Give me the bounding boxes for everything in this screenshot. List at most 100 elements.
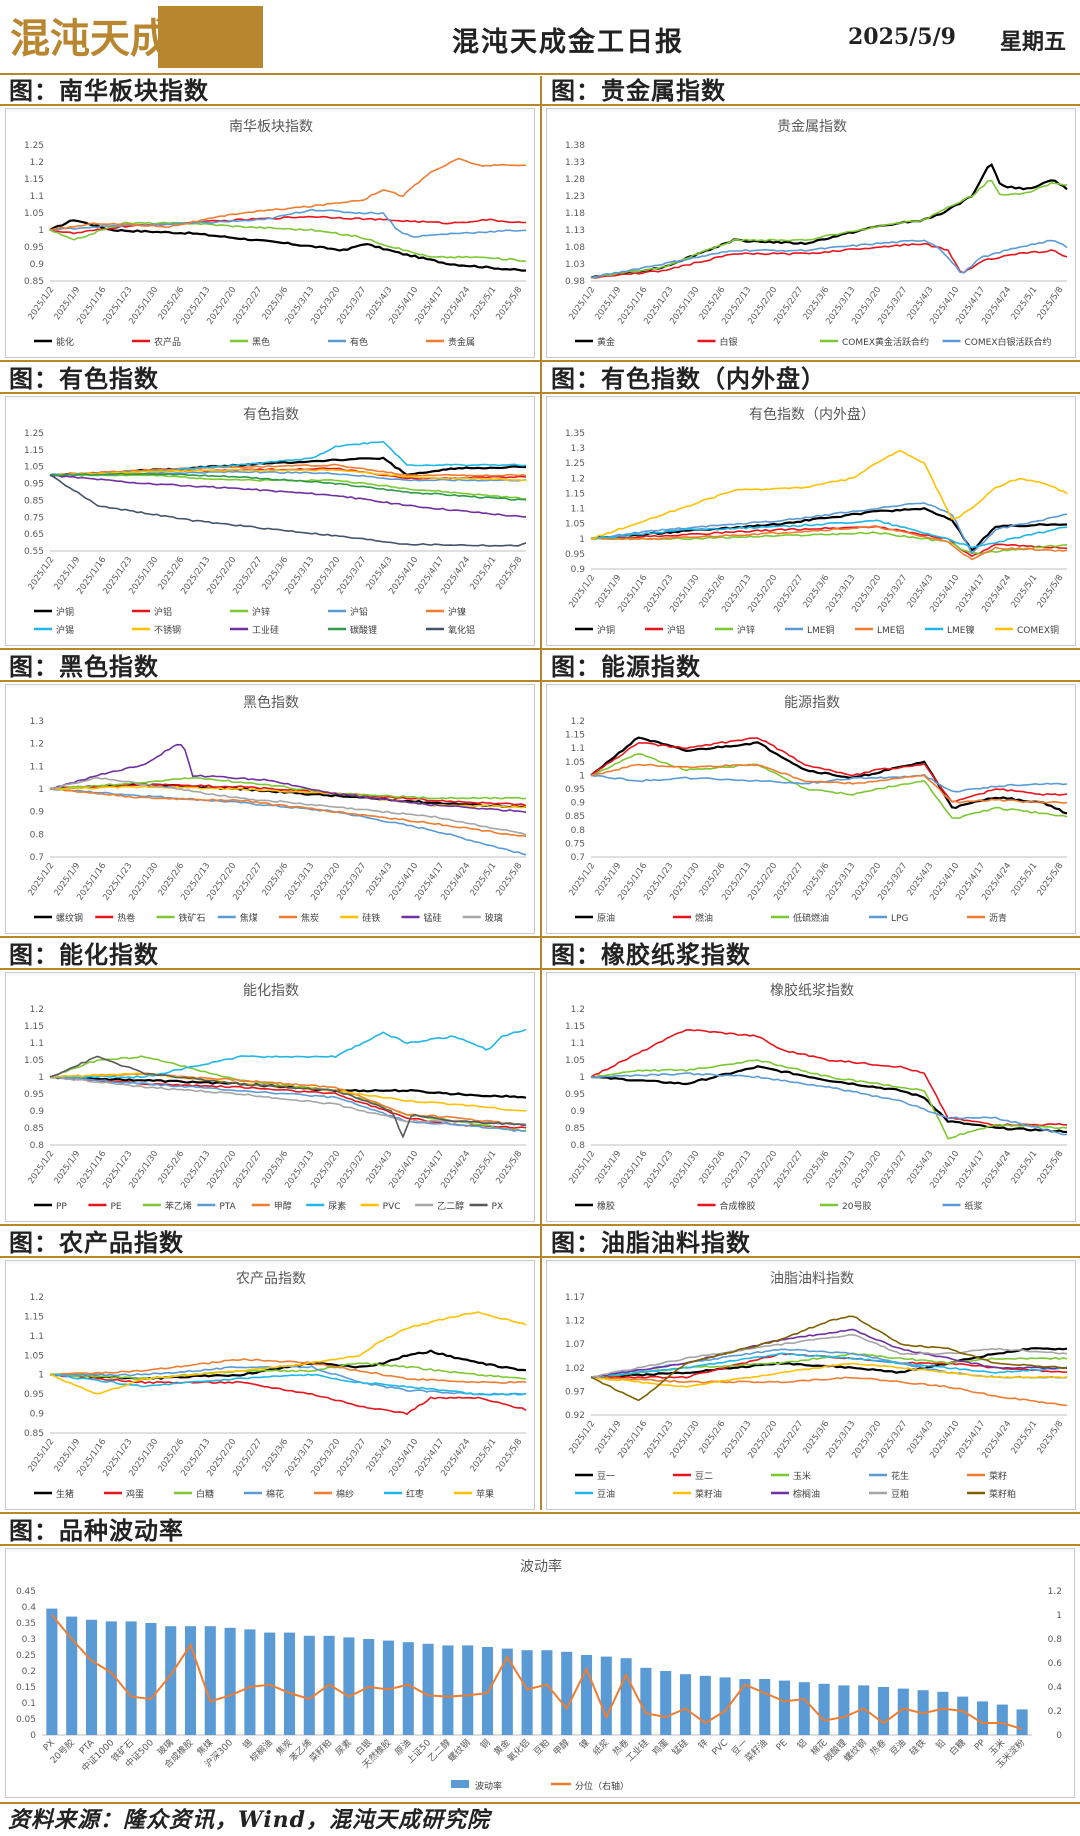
bar-黄金 [501,1648,513,1735]
category-label: PX [42,1738,57,1753]
category-label: PP [973,1738,988,1753]
bar-PVC [719,1677,731,1735]
bar-锰硅 [679,1674,692,1735]
legend-label: COMEX白银活跃合约 [965,336,1052,348]
chart-panel-precious: 贵金属指数 0.98 1.03 1.08 1.13 1.18 1.23 1.28 1.33 1.3… [546,108,1076,358]
y-tick-label: 0.95 [24,1390,44,1400]
y2-tick-label: 0 [1056,1731,1062,1741]
series-line-焦炭 [49,788,527,838]
bar-甲醇 [561,1651,573,1735]
chart-title: 能化指数 [243,983,299,999]
y-tick-label: 0.95 [565,1090,585,1100]
legend-label: 工业硅 [252,624,279,636]
y-tick-label: 0.9 [571,1107,586,1117]
legend-label: 玻璃 [485,912,503,924]
series-line-纸浆 [590,1072,1068,1136]
legend-label: 豆一 [597,1471,615,1482]
bar-沪深300 [224,1627,236,1735]
x-tick-label: 2025/5/8 [1035,285,1065,322]
series-line-菜籽油 [591,1362,1068,1388]
y-tick-label: 1.2 [571,1005,585,1015]
y-tick-label: 1.05 [24,1056,44,1066]
bar-中证500 [145,1623,157,1735]
y-tick-label: 1.1 [571,505,585,515]
chart-title: 农产品指数 [236,1271,306,1287]
y-tick-label: 0.7 [30,853,44,863]
category-label: 尿素 [333,1737,354,1758]
y-tick-label: 0.55 [24,547,44,557]
bar-玉米 [996,1704,1008,1735]
y-tick-label: 0.15 [16,1683,36,1693]
y-tick-label: 0 [30,1731,36,1741]
series-line-合成橡胶 [590,1028,1068,1127]
legend-label: 螺纹钢 [56,912,83,924]
x-tick-label: 2025/5/8 [494,1437,524,1474]
y2-tick-label: 0.6 [1048,1659,1063,1669]
bar-锌 [699,1675,711,1735]
y-tick-label: 0.85 [24,496,44,506]
legend-label: 菜籽粕 [989,1488,1016,1500]
y-tick-label: 0.65 [24,530,44,540]
section-title-nonferrous-domestic-foreign: 图：有色指数（内外盘） [542,364,1080,394]
bar-豆粕 [541,1650,553,1735]
y-tick-label: 0.3 [22,1635,36,1645]
chart-volatility: 波动率 0 0.05 0.1 0.15 0.2 0.25 0.3 0.35 0.4 0.45 0 0.2… [16,1558,1063,1792]
x-tick-label: 2025/5/8 [494,861,524,898]
x-tick-label: 2025/5/8 [1035,861,1065,898]
chart-panel-nonferrous-intl: 有色指数（内外盘） 0.9 0.95 1 1.05 1.1 1.15 1.2 1.25 1.3 1.… [546,396,1076,646]
chart-title: 有色指数 [243,406,299,423]
y-tick-label: 0.9 [30,808,45,818]
y-tick-label: 1.2 [571,717,585,727]
chart-nonferrous-intl-index: 有色指数（内外盘） 0.9 0.95 1 1.05 1.1 1.15 1.2 1.25 1.3 1.… [565,406,1068,636]
y-tick-label: 1.02 [565,1364,585,1374]
y-tick-label: 1.1 [30,192,44,202]
y-tick-label: 1 [38,226,44,236]
y-tick-label: 0.1 [22,1699,36,1709]
y-tick-label: 0.9 [571,799,586,809]
y-tick-label: 0.9 [30,1410,45,1420]
legend-label: 锰硅 [424,912,442,924]
series-line-沥青 [590,763,1068,804]
chart-rubber-pulp-index: 橡胶纸浆指数 0.8 0.85 0.9 0.95 1 1.05 1.1 1.15 1.2 2025/… [565,982,1068,1212]
bar-豆一 [739,1679,751,1735]
bar-中证1000 [105,1621,117,1735]
y-tick-label: 1.05 [24,463,44,473]
series-line-LPG [590,773,1068,793]
legend-label: COMEX黄金活跃合约 [842,336,929,348]
series-line-PP [50,1075,527,1099]
bar-苯乙烯 [303,1635,315,1735]
legend-label: 苹果 [476,1488,494,1500]
legend-label: 菜籽油 [695,1488,722,1500]
series-line-沪镍 [49,463,527,477]
y-tick-label: 0.95 [24,480,44,490]
y-tick-label: 1.2 [30,158,44,168]
chart-nanhua-index: 南华板块指数 0.85 0.9 0.95 1 1.05 1.1 1.15 1.2 1.25 2025… [24,119,527,348]
y-tick-label: 0.9 [571,565,586,575]
bar-原油 [402,1642,414,1735]
legend-label: 有色 [350,336,368,348]
category-label: PVC [711,1738,731,1758]
bar-PP [976,1701,989,1735]
chart-panel-agri: 农产品指数 0.85 0.9 0.95 1 1.05 1.1 1.15 1.2 2025/1/2 2… [5,1260,535,1510]
x-tick-label: 2025/5/8 [1035,1419,1065,1456]
y2-tick-label: 1.2 [1048,1587,1062,1597]
bar-棉花 [818,1683,830,1735]
legend-label: 氧化铝 [448,624,475,636]
y-tick-label: 0.8 [571,1141,586,1151]
x-tick-label: 2025/5/8 [1035,573,1065,610]
y-tick-label: 0.8 [30,830,45,840]
series-line-豆粕 [590,1334,1068,1378]
y-tick-label: 0.97 [565,1387,585,1397]
series-line-LME铝 [590,525,1068,561]
series-line-不锈钢 [49,468,527,482]
legend-label: 沪铜 [56,606,74,618]
bar-锡 [244,1629,256,1735]
series-line-沪铝 [590,525,1068,558]
category-label: 硅铁 [907,1737,928,1758]
x-tick-label: 2025/5/8 [494,1149,524,1186]
bar-豆油 [897,1688,909,1735]
series-line-燃油 [590,737,1068,803]
series-line-白银 [590,242,1068,279]
y-tick-label: 1.15 [565,489,585,499]
legend-label: PE [110,1202,121,1212]
